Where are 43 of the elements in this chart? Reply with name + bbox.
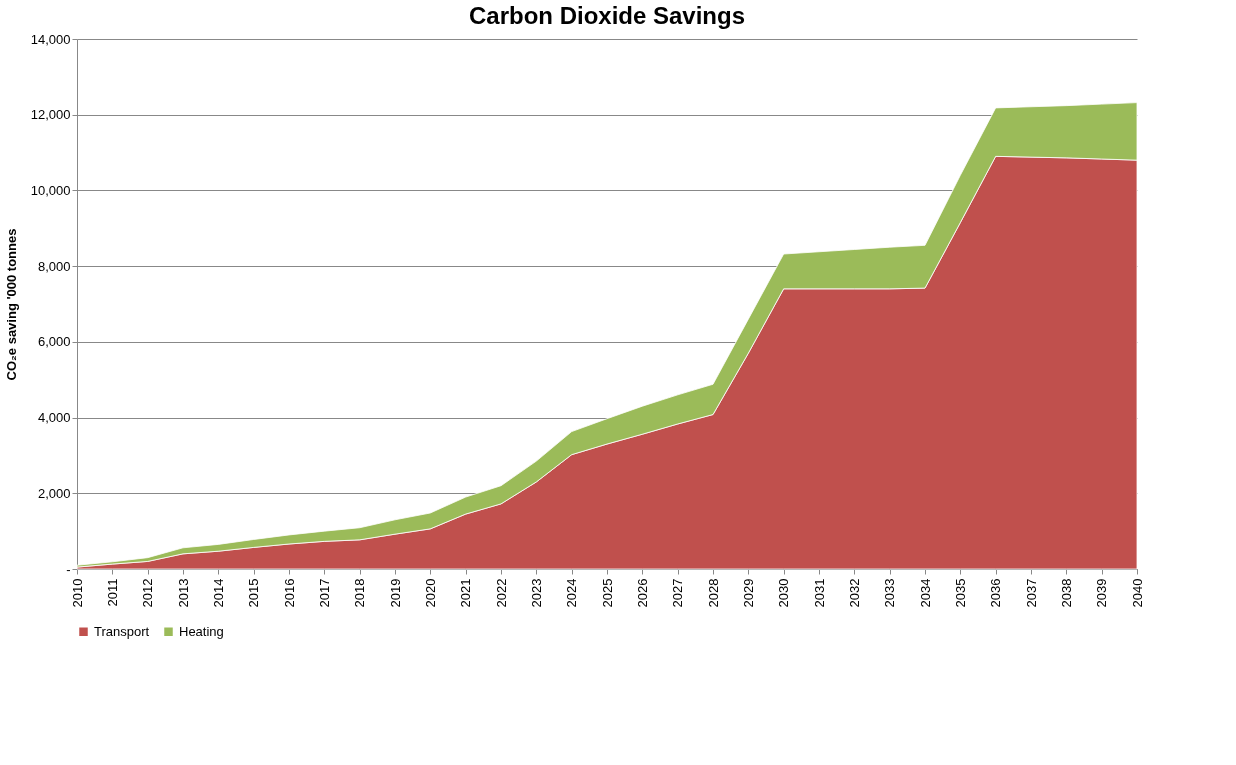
x-tick-label: 2016 [281,578,297,608]
x-tick-label: 2039 [1094,578,1110,608]
legend-label: Heating [179,623,224,639]
x-tick-label: 2021 [458,578,474,608]
y-tick-label: - [66,561,71,577]
x-tick-label: 2023 [528,578,544,608]
x-tick-label: 2018 [352,578,368,608]
x-tick-label: 2026 [634,578,650,608]
x-tick-label: 2040 [1129,578,1145,608]
x-tick-label: 2012 [140,578,156,608]
x-tick-label: 2010 [69,578,85,608]
x-tick-label: 2013 [175,578,191,608]
x-tick-label: 2031 [811,578,827,608]
x-tick-label: 2032 [846,578,862,608]
y-tick-label: 6,000 [37,334,71,350]
y-tick-label: 4,000 [37,410,71,426]
y-tick-label: 8,000 [37,258,71,274]
y-tick-label: 2,000 [37,485,71,501]
legend-label: Transport [94,623,150,639]
x-tick-label: 2033 [882,578,898,608]
x-tick-label: 2029 [740,578,756,608]
x-tick-label: 2027 [670,578,686,608]
x-tick-label: 2037 [1023,578,1039,608]
x-tick-label: 2015 [246,578,262,608]
x-tick-label: 2035 [952,578,968,608]
y-tick-label: 12,000 [30,107,71,123]
x-tick-label: 2036 [988,578,1004,608]
x-tick-label: 2017 [316,578,332,608]
x-tick-label: 2038 [1058,578,1074,608]
x-tick-label: 2030 [776,578,792,608]
x-tick-label: 2034 [917,578,933,608]
y-tick-label: 10,000 [30,182,71,198]
x-tick-label: 2028 [705,578,721,608]
x-tick-label: 2022 [493,578,509,608]
y-axis-title: CO₂e saving '000 tonnes [3,228,19,381]
x-tick-label: 2019 [387,578,403,608]
x-tick-label: 2020 [422,578,438,608]
chart-title: Carbon Dioxide Savings [468,2,746,29]
x-tick-label: 2014 [210,578,226,608]
y-tick-label: 14,000 [30,31,71,47]
x-tick-label: 2011 [104,578,120,607]
x-tick-label: 2024 [564,578,580,608]
x-tick-label: 2025 [599,578,615,608]
